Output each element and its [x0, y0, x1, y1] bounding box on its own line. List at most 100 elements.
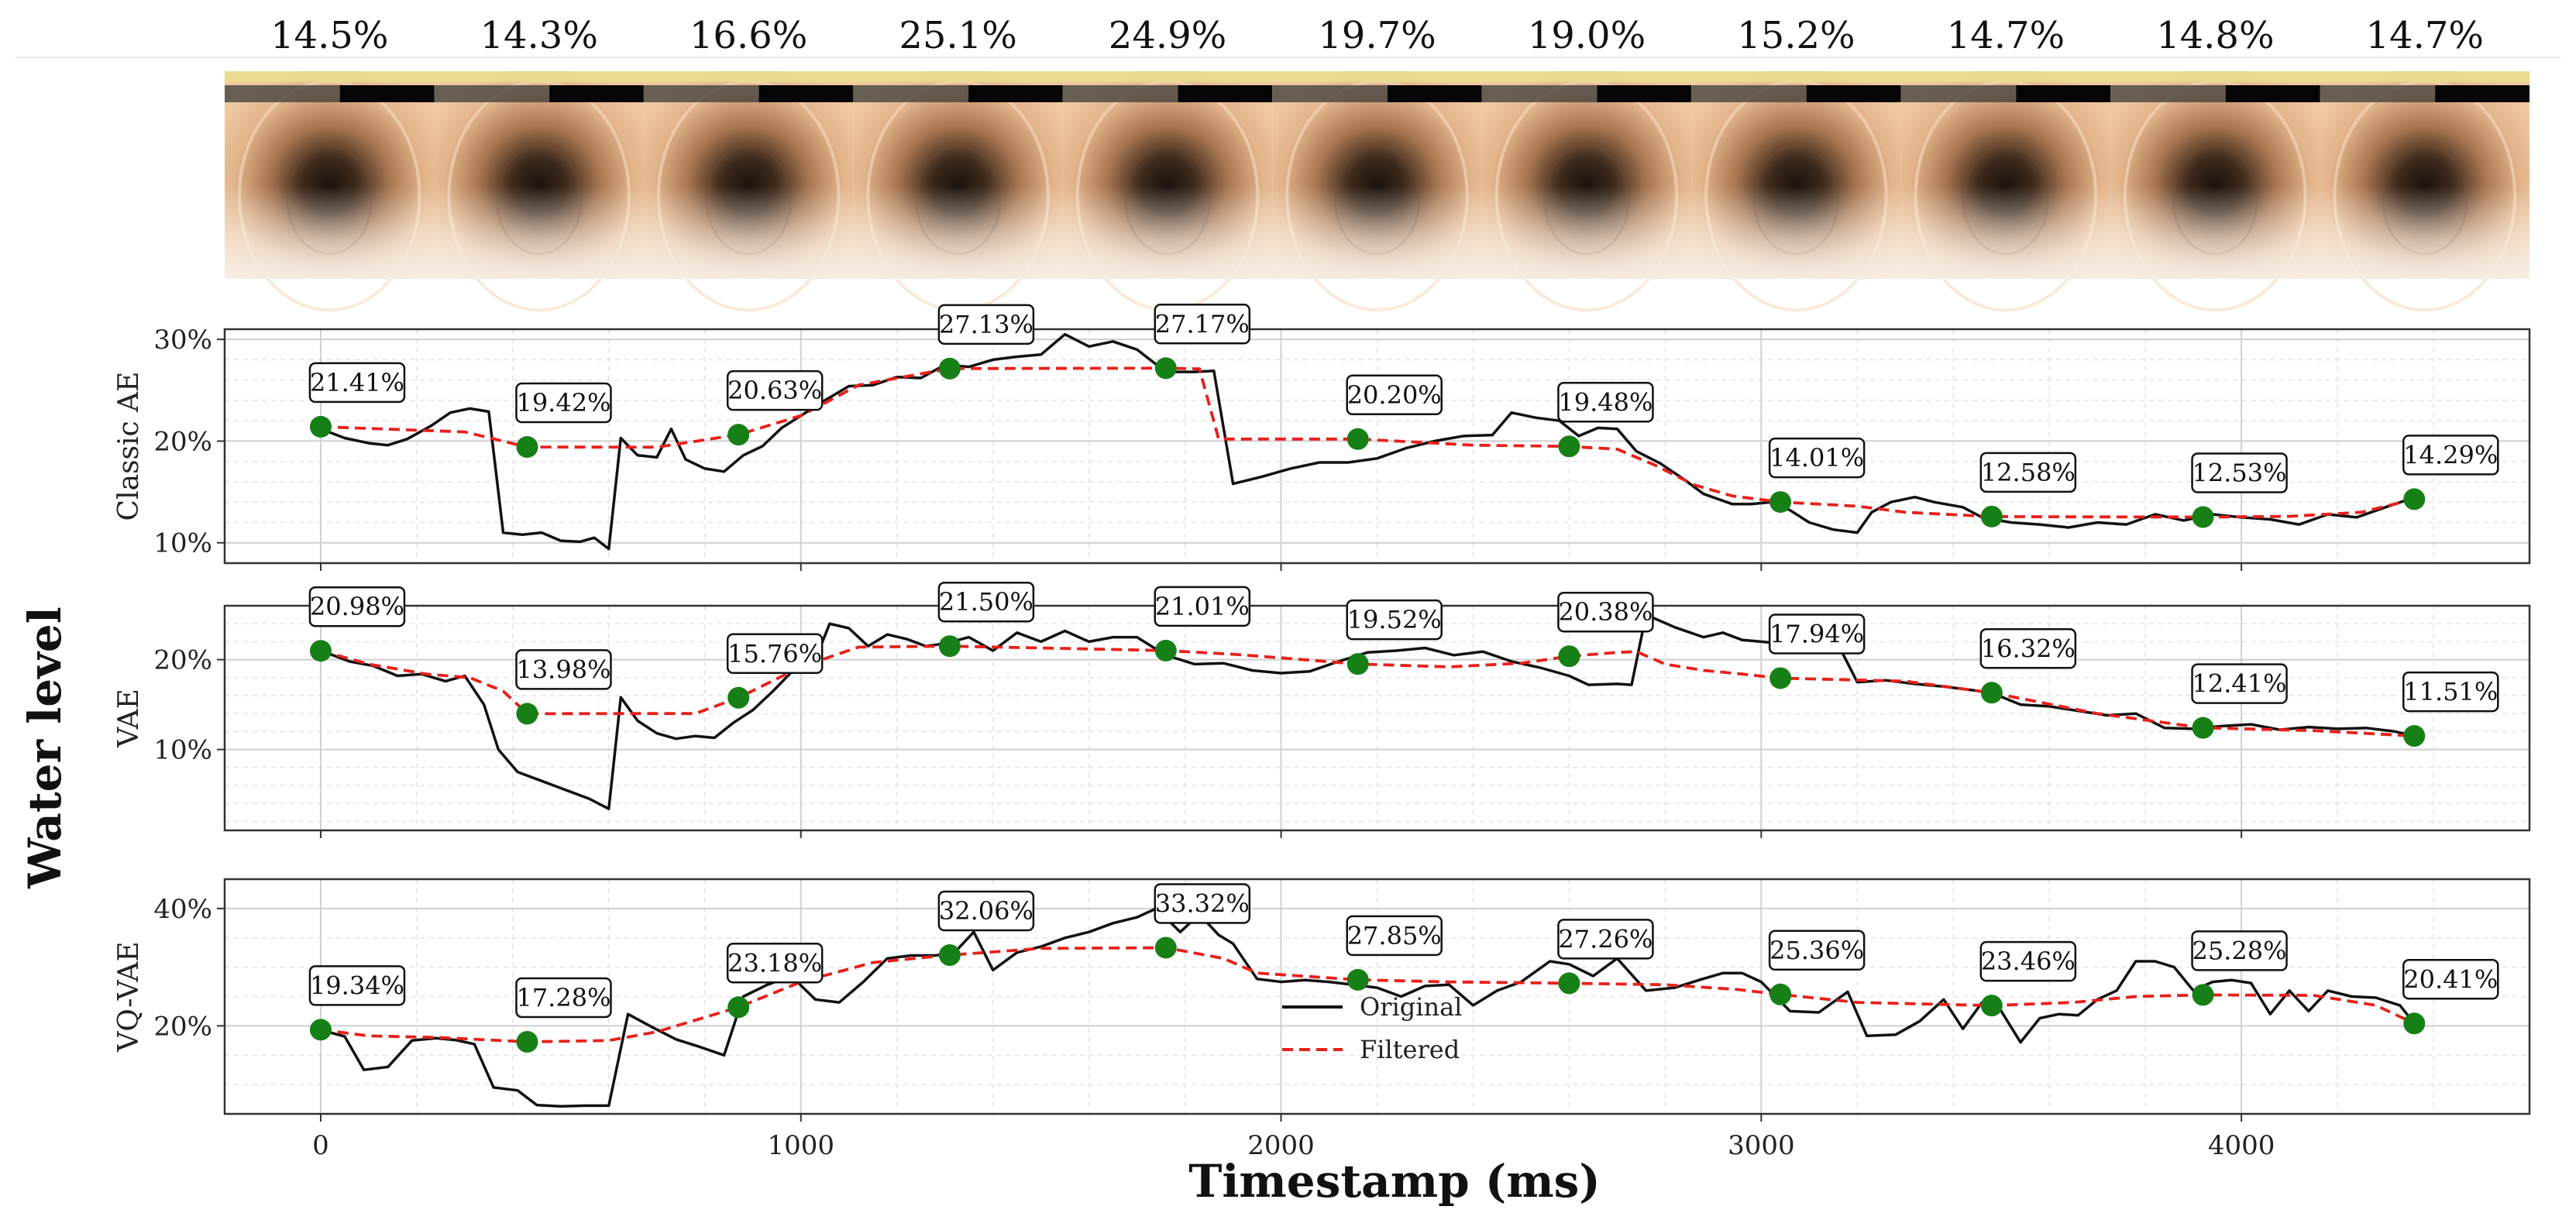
major-grid	[225, 879, 2530, 1114]
frame-label-11: 14.7%	[2366, 14, 2484, 57]
marker-point	[1154, 639, 1177, 662]
marker-label-box	[1557, 382, 1654, 423]
panel-classic-ae: 10% 20% 30% Classic AE 21.41% 19.42% 20.63% 27.…	[113, 304, 2531, 571]
marker-point	[727, 424, 750, 446]
marker-label-box	[308, 586, 406, 627]
marker-point	[938, 635, 961, 658]
filtered-series-line	[320, 946, 2416, 1043]
marker-point	[2192, 506, 2214, 528]
marker-point	[516, 703, 538, 725]
frame-label-1: 14.5%	[270, 14, 388, 57]
marker-label: 19.52%	[1347, 605, 1442, 634]
marker-label-box	[1768, 437, 1866, 479]
camera-frame-10	[2110, 71, 2320, 312]
marker-label: 27.13%	[939, 310, 1033, 339]
y-tick-label: 20%	[153, 645, 212, 676]
frame-label-6: 19.7%	[1318, 14, 1436, 57]
filtered-series-line	[320, 366, 2415, 519]
panel-y-axis-name: Classic AE	[113, 372, 145, 521]
marker-point	[2192, 984, 2214, 1006]
marker-label-box	[2402, 959, 2499, 1000]
frame-label-3: 16.6%	[690, 14, 807, 57]
marker-label: 23.46%	[1981, 947, 2076, 976]
panel-vae: 10% 20% VAE 20.98% 13.98% 15.76% 21.50% 21.01% 1…	[113, 581, 2531, 838]
frame-label-8: 15.2%	[1737, 14, 1855, 57]
marker-point	[309, 1019, 332, 1041]
camera-frame-5	[1062, 71, 1273, 312]
marker-point	[1980, 682, 2003, 704]
marker-label: 27.85%	[1347, 921, 1442, 950]
marker-point	[1346, 968, 1369, 991]
marker-point	[938, 944, 961, 967]
marker-point	[1558, 645, 1580, 668]
camera-frame-7	[1481, 71, 1692, 312]
marker-point	[516, 1030, 538, 1053]
camera-frame-9	[1900, 71, 2111, 312]
marker-label: 20.41%	[2403, 964, 2498, 994]
x-tick-labels: 0 1000 2000 3000 4000	[312, 1130, 2275, 1161]
marker-label: 14.29%	[2403, 440, 2498, 469]
marker-label-box	[515, 977, 612, 1019]
marker-label: 21.01%	[1155, 592, 1250, 621]
marker-point	[1769, 983, 1792, 1005]
panel-y-axis-name: VAE	[113, 689, 145, 748]
camera-frame-4	[853, 71, 1063, 312]
marker-label: 32.06%	[939, 896, 1033, 926]
marker-label: 21.50%	[939, 587, 1033, 617]
panel-frame	[223, 878, 2531, 1115]
marker-label: 17.94%	[1769, 619, 1864, 648]
camera-frame-6	[1272, 71, 1482, 312]
panel-y-axis-name: VQ-VAE	[113, 941, 145, 1052]
marker-label: 33.32%	[1155, 888, 1250, 918]
marker-label-box	[726, 633, 824, 675]
marker-label: 12.58%	[1981, 458, 2076, 487]
marker-label: 27.26%	[1558, 924, 1653, 954]
marker-point	[727, 996, 750, 1019]
marker-point	[938, 357, 961, 380]
chart-panels: 10% 20% 30% Classic AE 21.41% 19.42% 20.63% 27.…	[113, 304, 2531, 1161]
marker-label-box	[2191, 930, 2288, 971]
filtered-series-line	[320, 644, 2415, 737]
marker-point	[309, 415, 332, 438]
frame-label-4: 25.1%	[899, 14, 1016, 57]
frame-water-level-labels: 14.5% 14.3% 16.6% 25.1% 24.9% 19.7% 19.0% 15.2%…	[270, 14, 2484, 57]
marker-point	[1980, 505, 2003, 528]
marker-label-box	[1979, 628, 2077, 669]
marker-point	[2403, 725, 2426, 747]
marker-label-box	[1154, 883, 1251, 924]
panel-vq-vae: 20% 40% VQ-VAE 19.34% 17.28% 23.18% 32.06% 33.3…	[113, 878, 2531, 1122]
marker-label-box	[1154, 586, 1251, 627]
marker-label: 11.51%	[2403, 677, 2498, 706]
x-tick-label: 1000	[767, 1130, 834, 1161]
marker-label: 12.41%	[2193, 669, 2287, 699]
camera-frame-8	[1691, 71, 1901, 312]
marker-label: 25.28%	[2193, 936, 2287, 965]
marker-label-box	[726, 369, 824, 411]
marker-label-box	[1557, 591, 1654, 633]
marker-label-box	[308, 362, 406, 404]
marker-point	[1154, 357, 1177, 380]
marker-label-box	[1768, 613, 1866, 655]
marker-point	[1769, 491, 1792, 514]
y-tick-label: 20%	[153, 426, 212, 457]
panel-frame	[223, 328, 2531, 565]
original-series-line	[320, 332, 2410, 551]
marker-point	[2192, 717, 2214, 739]
marker-label: 19.34%	[310, 971, 404, 1000]
marker-label-box	[1557, 919, 1654, 960]
legend-label-original: Original	[1360, 992, 1462, 1022]
marker-label-box	[515, 649, 612, 690]
legend: Original Filtered	[1282, 992, 1462, 1064]
y-tick-label: 20%	[153, 1011, 212, 1042]
marker-label-box	[1979, 940, 2077, 982]
marker-point	[2403, 488, 2426, 510]
camera-frame-11	[2320, 71, 2530, 312]
marker-point	[1558, 435, 1580, 458]
y-tick-label: 40%	[153, 894, 212, 925]
frame-label-2: 14.3%	[480, 14, 597, 57]
marker-label-box	[2191, 452, 2288, 493]
marker-label-box	[1346, 599, 1443, 641]
marker-label-box	[1768, 930, 1866, 971]
marker-point	[516, 436, 538, 459]
